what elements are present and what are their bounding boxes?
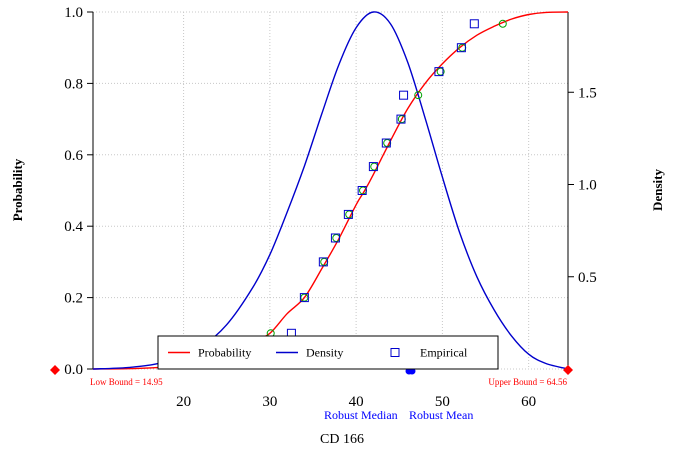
y-left-tick-label: 0.0 bbox=[64, 362, 83, 378]
low-bound-label: Low Bound = 14.95 bbox=[90, 377, 163, 387]
x-tick-label: 60 bbox=[521, 394, 536, 410]
y-left-tick-label: 0.2 bbox=[64, 291, 83, 307]
legend-label-probability: Probability bbox=[198, 346, 251, 360]
y-left-tick-label: 0.4 bbox=[64, 219, 83, 235]
series-line-density bbox=[93, 12, 568, 369]
y-right-tick-label: 1.5 bbox=[578, 85, 597, 101]
y-left-tick-label: 1.0 bbox=[64, 5, 83, 21]
y-left-tick-label: 0.8 bbox=[64, 76, 83, 92]
upper-bound-marker bbox=[563, 365, 573, 375]
legend-label-empirical: Empirical bbox=[420, 346, 468, 360]
empirical-point bbox=[400, 91, 408, 99]
empirical-point bbox=[470, 20, 478, 28]
upper-bound-label: Upper Bound = 64.56 bbox=[488, 377, 567, 387]
x-axis-label: CD 166 bbox=[320, 432, 364, 447]
y-right-tick-label: 1.0 bbox=[578, 178, 597, 194]
y-right-axis-label: Density bbox=[650, 169, 665, 211]
y-left-axis-label: Probability bbox=[10, 158, 25, 221]
legend-label-density: Density bbox=[306, 346, 343, 360]
x-tick-label: 30 bbox=[262, 394, 277, 410]
robust-median-label: Robust Median bbox=[324, 408, 398, 422]
y-left-tick-label: 0.6 bbox=[64, 148, 83, 164]
robust-mean-label: Robust Mean bbox=[409, 408, 473, 422]
y-right-tick-label: 0.5 bbox=[578, 270, 597, 286]
x-tick-label: 20 bbox=[176, 394, 191, 410]
low-bound-marker bbox=[50, 365, 60, 375]
